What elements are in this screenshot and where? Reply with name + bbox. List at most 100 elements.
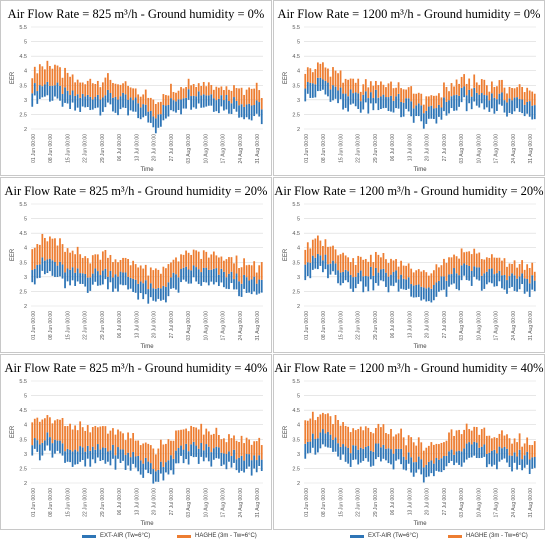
bar-haghe	[405, 89, 408, 99]
bar-ext-air	[316, 77, 319, 92]
bar-ext-air	[425, 110, 428, 124]
bar-ext-air	[255, 460, 258, 473]
bar-haghe	[526, 87, 529, 102]
y-tick-label: 4	[24, 246, 27, 252]
bar-haghe	[407, 263, 410, 278]
bar-haghe	[69, 76, 71, 96]
bar-ext-air	[420, 105, 423, 122]
bar-ext-air	[400, 274, 402, 289]
bar-ext-air	[137, 283, 140, 300]
bar-ext-air	[306, 82, 309, 94]
bar-ext-air	[250, 460, 253, 476]
bar-ext-air	[324, 254, 327, 270]
bar-ext-air	[185, 266, 187, 282]
bar-haghe	[137, 94, 140, 104]
bar-haghe	[59, 67, 61, 86]
bar-haghe	[172, 91, 175, 101]
bar-haghe	[422, 450, 425, 468]
x-tick-label: 27 Jul 00:00	[169, 311, 175, 338]
bar-haghe	[31, 249, 34, 271]
bar-haghe	[205, 251, 208, 268]
bar-ext-air	[410, 457, 413, 473]
bar-ext-air	[86, 94, 89, 108]
x-tick-label: 06 Jul 00:00	[117, 134, 123, 161]
x-axis-label: Time	[413, 167, 427, 173]
bar-haghe	[149, 267, 152, 284]
bar-ext-air	[220, 452, 223, 467]
bar-ext-air	[483, 94, 486, 110]
bar-haghe	[190, 425, 193, 445]
bar-ext-air	[207, 446, 210, 462]
bar-haghe	[314, 238, 317, 258]
legend-label-ext-air: EXT-AIR (Tw=6°C)	[100, 533, 151, 539]
x-tick-label: 08 Jun 00:00	[48, 311, 54, 340]
bar-ext-air	[332, 260, 334, 272]
bar-haghe	[420, 442, 423, 460]
bar-ext-air	[248, 103, 251, 120]
x-tick-label: 03 Aug 00:00	[459, 488, 465, 518]
bar-ext-air	[240, 455, 243, 471]
bar-ext-air	[86, 445, 89, 459]
bar-ext-air	[202, 450, 205, 462]
legend: EXT-AIR (Tw=6°C) HAGHE (3m - Tw=6°C) EXT…	[0, 530, 546, 544]
bar-haghe	[104, 426, 107, 448]
bar-haghe	[372, 85, 375, 98]
bar-ext-air	[319, 432, 322, 449]
bar-ext-air	[94, 449, 97, 464]
bar-haghe	[250, 265, 253, 280]
bar-ext-air	[470, 444, 473, 458]
bar-ext-air	[518, 99, 521, 112]
bar-ext-air	[170, 277, 172, 289]
bar-haghe	[327, 413, 329, 432]
bar-haghe	[314, 420, 317, 440]
bar-ext-air	[438, 280, 440, 292]
bar-haghe	[61, 77, 64, 94]
bar-haghe	[144, 89, 147, 105]
x-tick-label: 06 Jul 00:00	[390, 134, 396, 161]
bar-haghe	[485, 435, 488, 454]
bar-haghe	[390, 81, 392, 96]
bar-haghe	[478, 84, 481, 95]
x-tick-label: 10 Aug 00:00	[203, 488, 209, 518]
bar-haghe	[38, 244, 41, 265]
bar-ext-air	[101, 447, 104, 461]
bar-haghe	[395, 87, 397, 97]
bar-haghe	[395, 259, 397, 271]
bar-ext-air	[149, 283, 152, 298]
bar-haghe	[508, 263, 511, 277]
bar-haghe	[455, 430, 458, 452]
x-tick-label: 08 Jun 00:00	[48, 134, 54, 163]
bar-ext-air	[147, 289, 150, 304]
bar-ext-air	[129, 457, 132, 471]
x-tick-label: 03 Aug 00:00	[186, 134, 192, 164]
bar-ext-air	[107, 451, 109, 462]
bar-ext-air	[380, 96, 382, 110]
y-tick-label: 2	[24, 127, 27, 133]
bar-haghe	[347, 257, 350, 272]
bar-ext-air	[38, 444, 41, 461]
bar-ext-air	[390, 95, 392, 112]
bar-haghe	[177, 430, 180, 449]
bar-haghe	[64, 67, 66, 88]
bar-haghe	[407, 87, 410, 99]
bar-haghe	[385, 433, 387, 449]
bar-ext-air	[260, 109, 263, 125]
bar-haghe	[172, 440, 175, 459]
bar-haghe	[220, 86, 223, 96]
bar-haghe	[410, 86, 413, 102]
bar-haghe	[112, 428, 114, 445]
bar-haghe	[107, 257, 109, 277]
bar-haghe	[316, 235, 319, 254]
bar-haghe	[329, 246, 332, 264]
bar-ext-air	[354, 92, 357, 107]
x-tick-label: 01 Jun 00:00	[31, 134, 37, 163]
bar-haghe	[127, 432, 129, 453]
bar-ext-air	[445, 101, 448, 116]
bar-ext-air	[337, 443, 339, 457]
bar-haghe	[104, 250, 107, 269]
bar-haghe	[306, 67, 309, 83]
bar-haghe	[501, 430, 503, 449]
bar-ext-air	[395, 448, 397, 461]
bar-haghe	[129, 87, 132, 98]
bar-ext-air	[407, 277, 410, 289]
